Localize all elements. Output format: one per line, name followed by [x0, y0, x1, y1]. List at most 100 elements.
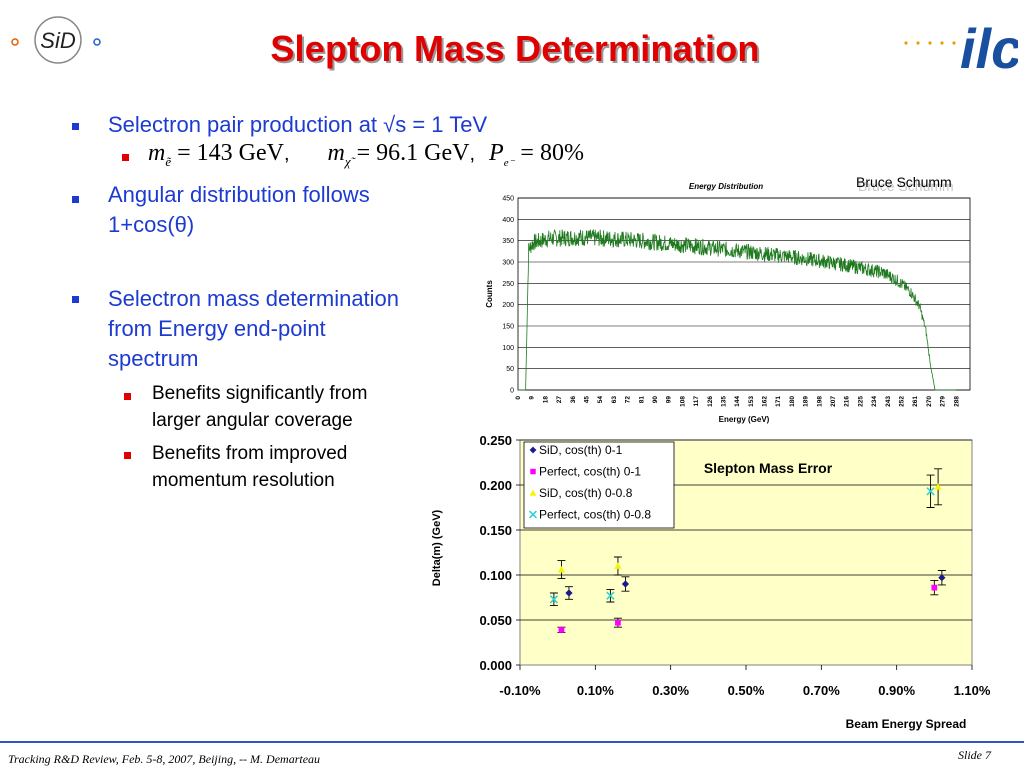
x-tick-label: 108 — [679, 396, 686, 407]
x-tick-label: 63 — [611, 396, 618, 404]
polarization-symbol: P — [489, 140, 504, 166]
sid-logo: SiD — [11, 16, 101, 64]
x-tick-label: 189 — [803, 396, 810, 407]
legend-label: SiD, cos(th) 0-1 — [539, 443, 623, 457]
legend-marker — [530, 468, 536, 475]
sub-bullet-marker — [124, 393, 131, 400]
data-point — [934, 483, 942, 490]
y-tick-label: 0.150 — [479, 523, 512, 538]
data-point — [558, 627, 565, 633]
bullet-line: from Energy end-point — [108, 316, 326, 341]
y-tick-label: 350 — [502, 238, 514, 245]
x-tick-label: 171 — [775, 396, 782, 407]
energy-chart-xlabel: Energy (GeV) — [719, 415, 770, 424]
author-credit-shadow: Bruce Schumm — [858, 178, 954, 194]
x-tick-label: 36 — [570, 396, 577, 404]
x-tick-label: 126 — [707, 396, 714, 407]
legend-marker — [529, 510, 537, 519]
bullet-line: larger angular coverage — [152, 410, 353, 431]
x-tick-label: -0.10% — [499, 683, 541, 698]
y-tick-label: 0.200 — [479, 478, 512, 493]
data-point — [938, 574, 946, 582]
y-tick-label: 0.250 — [479, 433, 512, 448]
data-point — [606, 591, 615, 600]
x-tick-label: 99 — [666, 396, 673, 404]
legend-marker — [529, 489, 537, 496]
legend-marker — [529, 446, 537, 454]
x-tick-label: 54 — [597, 396, 604, 404]
x-tick-label: 117 — [693, 396, 700, 407]
bullet-marker — [72, 123, 79, 130]
y-tick-label: 400 — [502, 217, 514, 224]
polarization-subscript: e⁻ — [503, 156, 515, 169]
x-tick-label: 27 — [556, 396, 563, 404]
x-tick-label: 153 — [748, 396, 755, 407]
bullet-line: Angular distribution follows — [108, 182, 370, 207]
y-tick-label: 450 — [502, 196, 514, 203]
x-tick-label: 81 — [638, 396, 645, 404]
y-tick-label: 200 — [502, 302, 514, 309]
mass-error-chart-title: Slepton Mass Error — [704, 460, 833, 476]
bullet-line: Benefits from improved — [152, 443, 348, 464]
legend-box — [523, 441, 675, 529]
neutralino-subscript: χ̃ — [344, 153, 351, 169]
data-point — [931, 584, 938, 591]
bullet-line: Benefits significantly from — [152, 383, 368, 404]
y-tick-label: 0.000 — [479, 658, 512, 673]
x-tick-label: 45 — [583, 396, 590, 404]
bullet-angular-distribution: Angular distribution follows 1+cos(θ) — [108, 180, 370, 240]
slide-title: Slepton Mass Determination — [270, 28, 760, 69]
author-credit: Bruce Schumm — [856, 174, 952, 190]
energy-distribution-chart: 0 50 100 150 200 250 300 350 400 450 0 9 18 27 36 45 54… — [485, 182, 971, 424]
data-point — [614, 562, 622, 569]
y-tick-label: 250 — [502, 281, 514, 288]
x-tick-label: 234 — [871, 396, 878, 407]
y-tick-label: 300 — [502, 260, 514, 267]
legend-label: SiD, cos(th) 0-0.8 — [539, 486, 633, 500]
neutralino-mass-value: = 96.1 GeV — [350, 140, 470, 166]
bullet-selectron-production: Selectron pair production at √s = 1 TeV — [108, 112, 488, 137]
x-tick-label: 270 — [926, 396, 933, 407]
x-tick-label: 0.30% — [652, 683, 689, 698]
data-point — [926, 487, 935, 496]
bullet-mass-determination: Selectron mass determination from Energy… — [108, 284, 399, 374]
polarization-value: = 80% — [514, 140, 584, 166]
data-point — [565, 589, 573, 597]
bullet-line: Selectron mass determination — [108, 286, 400, 311]
energy-chart-ylabel: Counts — [485, 280, 494, 308]
bullet-marker — [72, 296, 79, 303]
slepton-mass-error-chart: 0.000 0.050 0.100 0.150 0.200 0.250 -0.10% 0.1… — [431, 433, 991, 731]
x-tick-label: 72 — [625, 396, 632, 404]
selectron-mass-value: = 143 GeV — [171, 140, 284, 166]
x-tick-label: 216 — [844, 396, 851, 407]
mass-error-chart-xlabel: Beam Energy Spread — [846, 717, 967, 731]
sid-logo-text: SiD — [40, 28, 76, 53]
x-tick-label: 279 — [940, 396, 947, 407]
x-tick-label: 0.90% — [878, 683, 915, 698]
x-tick-label: 261 — [912, 396, 919, 407]
data-point — [621, 580, 630, 588]
ilc-logo-text: ilc — [960, 17, 1018, 76]
legend-label: Perfect, cos(th) 0-0.8 — [539, 508, 651, 522]
x-tick-label: 1.10% — [954, 683, 991, 698]
x-tick-label: 225 — [857, 396, 864, 407]
y-tick-label: 0 — [510, 388, 514, 395]
x-tick-label: 135 — [720, 396, 727, 407]
legend-label: Perfect, cos(th) 0-1 — [539, 465, 641, 479]
x-tick-label: 0.70% — [803, 683, 840, 698]
x-tick-label: 90 — [652, 396, 659, 404]
slide-number: Slide 7 — [958, 748, 991, 762]
x-tick-label: 243 — [885, 396, 892, 407]
selectron-mass-symbol: m — [148, 140, 166, 166]
x-tick-label: 180 — [789, 396, 796, 407]
x-tick-label: 207 — [830, 396, 837, 407]
sub-bullet-marker — [124, 452, 131, 459]
y-tick-label: 0.100 — [479, 568, 512, 583]
x-tick-label: 9 — [529, 396, 536, 400]
energy-spectrum-line — [518, 229, 957, 391]
separator: , — [283, 143, 290, 165]
bullet-line: spectrum — [108, 346, 199, 371]
bullet-line: 1+cos(θ) — [108, 212, 195, 237]
y-tick-label: 0.050 — [479, 613, 512, 628]
neutralino-mass-symbol: m — [327, 140, 345, 166]
